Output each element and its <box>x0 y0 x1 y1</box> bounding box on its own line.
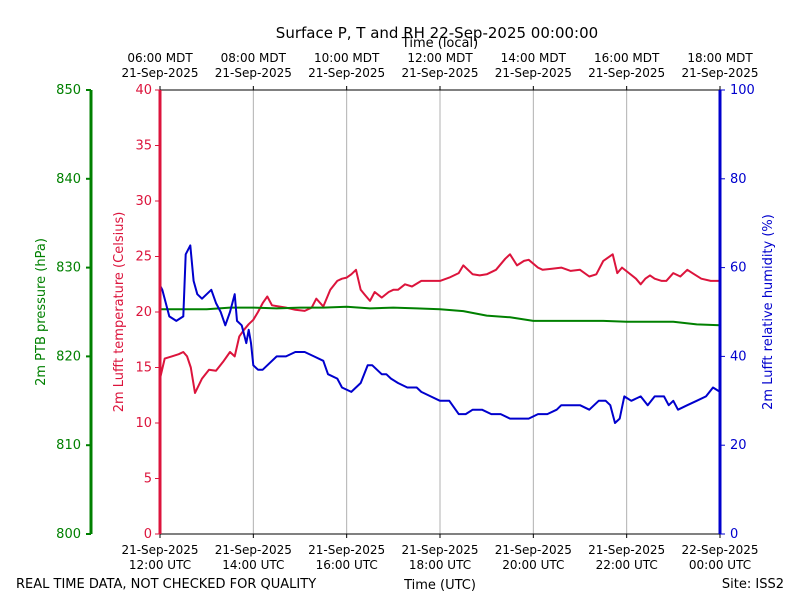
x-top-tick-date: 21-Sep-2025 <box>121 66 198 80</box>
x-tick-time: 14:00 UTC <box>222 558 284 572</box>
chart-title: Surface P, T and RH 22-Sep-2025 00:00:00 <box>276 24 598 42</box>
humidity-axis-label: 2m Lufft relative humidity (%) <box>761 214 776 410</box>
quality-disclaimer: REAL TIME DATA, NOT CHECKED FOR QUALITY <box>16 577 316 592</box>
pressure-tick-label: 800 <box>56 527 81 542</box>
temperature-tick-label: 30 <box>135 194 152 209</box>
x-top-tick-time: 10:00 MDT <box>314 51 380 65</box>
x-tick-date: 21-Sep-2025 <box>308 543 385 557</box>
x-top-tick-date: 21-Sep-2025 <box>681 66 758 80</box>
x-tick-date: 21-Sep-2025 <box>588 543 665 557</box>
x-tick-time: 22:00 UTC <box>596 558 658 572</box>
pressure-tick-label: 810 <box>56 438 81 453</box>
x-top-tick-time: 14:00 MDT <box>501 51 567 65</box>
x-top-tick-date: 21-Sep-2025 <box>588 66 665 80</box>
pressure-tick-label: 830 <box>56 261 81 276</box>
bottom-axis-label: Time (UTC) <box>403 578 476 593</box>
pressure-tick-label: 850 <box>56 83 81 98</box>
x-tick-date: 21-Sep-2025 <box>401 543 478 557</box>
temperature-axis-label: 2m Lufft temperature (Celsius) <box>112 212 127 413</box>
y-axis-temperature: 0 5 10 15 20 25 30 35 40 2m Lufft temperature (Ce… <box>112 83 160 542</box>
y-axis-humidity: 0 20 40 60 80 100 2m Lufft relative humidity (… <box>720 83 776 542</box>
x-tick-time: 20:00 UTC <box>502 558 564 572</box>
humidity-tick-label: 0 <box>730 527 738 542</box>
x-tick-time: 18:00 UTC <box>409 558 471 572</box>
x-top-tick-date: 21-Sep-2025 <box>308 66 385 80</box>
x-top-tick-date: 21-Sep-2025 <box>401 66 478 80</box>
humidity-tick-label: 20 <box>730 438 747 453</box>
series-line-pressure <box>160 305 721 327</box>
pressure-tick-label: 820 <box>56 349 81 364</box>
vertical-gridlines <box>252 90 628 534</box>
x-tick-time: 12:00 UTC <box>129 558 191 572</box>
x-top-tick-time: 12:00 MDT <box>407 51 473 65</box>
temperature-tick-label: 5 <box>144 472 152 487</box>
site-label: Site: ISS2 <box>722 577 784 592</box>
x-tick-date: 21-Sep-2025 <box>215 543 292 557</box>
y-axis-pressure: 800 810 820 830 840 850 2m PTB pressure (hPa) <box>34 83 93 542</box>
temperature-tick-label: 35 <box>135 139 152 154</box>
temperature-tick-label: 10 <box>135 416 152 431</box>
series-line-humidity <box>159 244 721 424</box>
x-tick-date: 21-Sep-2025 <box>495 543 572 557</box>
x-top-tick-time: 16:00 MDT <box>594 51 660 65</box>
temperature-tick-label: 40 <box>135 83 152 98</box>
temperature-tick-label: 25 <box>135 250 152 265</box>
x-top-tick-time: 08:00 MDT <box>221 51 287 65</box>
humidity-tick-label: 40 <box>730 349 747 364</box>
x-top-tick-date: 21-Sep-2025 <box>495 66 572 80</box>
series-layer <box>159 244 721 424</box>
pressure-axis-label: 2m PTB pressure (hPa) <box>34 238 49 386</box>
x-tick-date: 22-Sep-2025 <box>681 543 758 557</box>
x-top-tick-time: 06:00 MDT <box>127 51 193 65</box>
pressure-tick-label: 840 <box>56 172 81 187</box>
series-line-temperature <box>159 253 720 394</box>
x-top-tick-date: 21-Sep-2025 <box>215 66 292 80</box>
temperature-tick-label: 15 <box>135 361 152 376</box>
top-axis-label: Time (local) <box>401 36 478 51</box>
x-tick-time: 00:00 UTC <box>689 558 751 572</box>
temperature-tick-label: 0 <box>144 527 152 542</box>
humidity-tick-label: 80 <box>730 172 747 187</box>
x-tick-date: 21-Sep-2025 <box>121 543 198 557</box>
temperature-tick-label: 20 <box>135 305 152 320</box>
x-top-tick-time: 18:00 MDT <box>687 51 753 65</box>
humidity-tick-label: 60 <box>730 261 747 276</box>
x-tick-time: 16:00 UTC <box>316 558 378 572</box>
humidity-tick-label: 100 <box>730 83 755 98</box>
